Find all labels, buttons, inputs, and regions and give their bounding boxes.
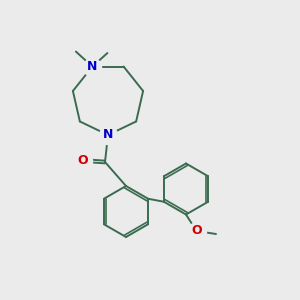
Text: O: O (191, 224, 202, 238)
Text: O: O (77, 154, 88, 167)
Text: N: N (87, 60, 98, 73)
Text: N: N (103, 128, 113, 142)
